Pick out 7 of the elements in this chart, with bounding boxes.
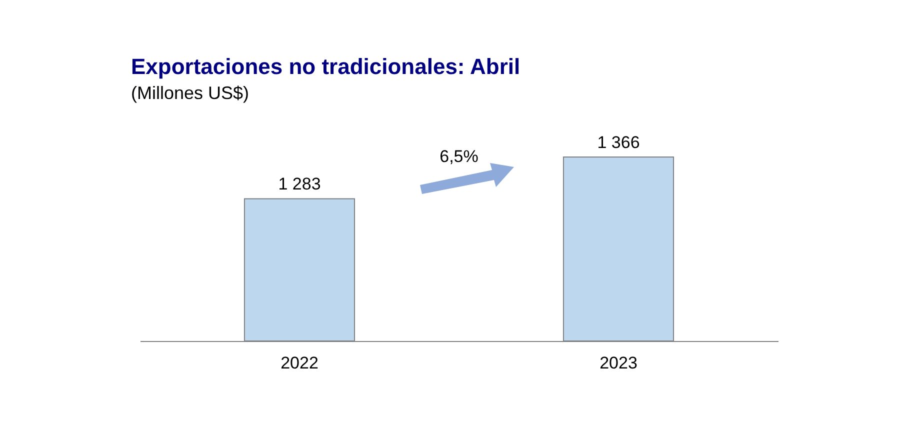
annotation: 6,5% bbox=[440, 147, 478, 166]
chart-title: Exportaciones no tradicionales: Abril bbox=[131, 54, 520, 79]
x-tick-label: 2023 bbox=[600, 354, 638, 372]
data-label: 1 366 bbox=[597, 133, 640, 152]
x-tick-label: 2022 bbox=[280, 354, 318, 372]
data-label: 1 283 bbox=[278, 174, 321, 194]
chart-subtitle: (Millones US$) bbox=[131, 83, 250, 103]
